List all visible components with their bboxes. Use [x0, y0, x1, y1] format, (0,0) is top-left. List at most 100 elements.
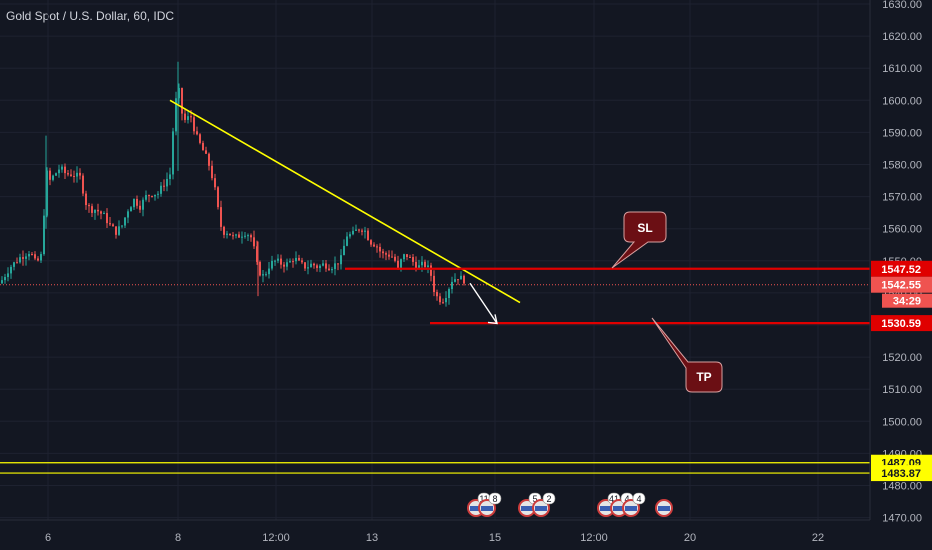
sl-price-badge-bg [871, 260, 932, 277]
x-tick-label: 20 [684, 532, 696, 544]
trendline[interactable] [169, 99, 521, 304]
candle-body [331, 269, 333, 271]
x-tick-label: 22 [812, 532, 824, 544]
candle-body [112, 224, 114, 227]
candle-body [346, 236, 348, 246]
candle-body [202, 142, 204, 151]
candle-body [7, 273, 9, 278]
candle-body [454, 279, 456, 282]
candle-body [91, 206, 93, 213]
candle-body [460, 275, 462, 280]
candle-body [310, 263, 312, 268]
sl-price-badge-label: 1547.52 [881, 264, 921, 276]
candle-body [103, 213, 105, 215]
y-tick-label: 1520.00 [882, 352, 922, 364]
candle-body [238, 234, 240, 238]
candle-body [10, 266, 12, 274]
current-price-badge-bg [871, 276, 932, 293]
candle-body [352, 230, 354, 235]
candle-body [76, 172, 78, 177]
candle-body [400, 259, 402, 269]
event-count: 2 [546, 494, 551, 504]
candle-body [391, 256, 393, 258]
candle-body [163, 185, 165, 187]
candle-body [88, 205, 90, 207]
candle-body [283, 264, 285, 267]
event-count-bubble [542, 492, 556, 505]
candle-body [187, 116, 189, 120]
candle-body [247, 235, 249, 237]
candle-body [340, 255, 342, 265]
candle-body [67, 173, 69, 175]
candle-body [415, 261, 417, 269]
candle-body [37, 258, 39, 261]
candle-body [97, 209, 99, 212]
candle-body [22, 257, 24, 259]
candle-body [361, 230, 363, 232]
callout-tp[interactable] [651, 317, 723, 393]
candle-body [376, 246, 378, 248]
candle-body [115, 226, 117, 235]
candle-body [4, 277, 6, 281]
y-tick-label: 1480.00 [882, 481, 922, 493]
candle-body [142, 199, 144, 210]
candle-body [139, 205, 141, 210]
candle-body [295, 257, 297, 262]
event-count: 4 [624, 494, 629, 504]
candle-body [319, 265, 321, 269]
event-flag-stripe [521, 506, 533, 511]
candle-body [208, 153, 210, 166]
candle-body [250, 235, 252, 238]
candle-body [298, 257, 300, 261]
event-count: 41 [609, 494, 619, 504]
candle-body [358, 229, 360, 231]
forecast-arrow-shaft [469, 282, 498, 324]
candle-body [445, 298, 447, 303]
candle-body [256, 246, 258, 262]
event-flag-stripe [658, 506, 670, 511]
candle-body [127, 211, 129, 218]
candle-body [31, 254, 33, 256]
candle-body [385, 253, 387, 255]
tp-price-badge-label: 1530.59 [881, 318, 921, 330]
candle-body [172, 131, 174, 175]
candle-body [46, 170, 48, 216]
candle-body [100, 211, 102, 214]
y-tick-label: 1590.00 [882, 127, 922, 139]
candle-body [463, 275, 465, 284]
candle-body [421, 261, 423, 266]
candle-body [394, 256, 396, 261]
candle-body [271, 260, 273, 269]
candle-body [178, 88, 180, 99]
candle-body [442, 302, 444, 304]
candle-body [193, 117, 195, 132]
y-tick-label: 1620.00 [882, 31, 922, 43]
candle-body [157, 193, 159, 195]
candle-body [268, 268, 270, 275]
candle-body [196, 131, 198, 135]
event-count: 11 [479, 494, 488, 504]
candle-body [154, 194, 156, 197]
event-count: 5 [532, 494, 537, 504]
event-flag-stripe [481, 506, 493, 511]
event-flag-stripe [600, 506, 612, 511]
candle-body [379, 246, 381, 252]
event-flag-stripe [470, 506, 482, 511]
candle-body [94, 209, 96, 213]
callout-sl[interactable] [611, 211, 667, 269]
candle-body [253, 237, 255, 247]
candle-body [61, 166, 63, 170]
candle-body [232, 235, 234, 237]
candle-body [106, 213, 108, 224]
candle-body [79, 172, 81, 176]
candle-body [73, 175, 75, 177]
y-tick-label: 1610.00 [882, 63, 922, 75]
candle-body [226, 233, 228, 235]
y-tick-label: 1580.00 [882, 160, 922, 172]
y-tick-label: 1560.00 [882, 224, 922, 236]
candle-body [34, 254, 36, 259]
candle-body [55, 173, 57, 176]
event-flag-stripe [613, 506, 625, 511]
candle-body [322, 263, 324, 266]
